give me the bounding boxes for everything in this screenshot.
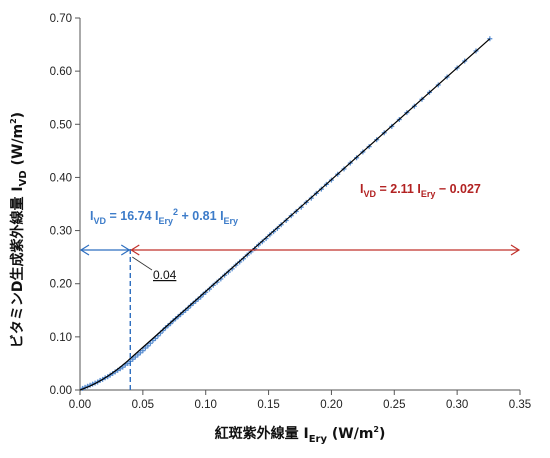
data-point — [147, 340, 153, 346]
axis-title-fragment: 紅斑紫外線量 I — [215, 425, 309, 442]
y-tick-label: 0.60 — [50, 66, 72, 78]
x-tick-label: 0.10 — [195, 399, 217, 411]
equation-fragment: Ery — [158, 216, 173, 226]
axis-title-fragment: ) — [10, 112, 26, 118]
threshold-leader-line — [132, 256, 153, 271]
y-tick-label: 0.40 — [50, 172, 72, 184]
axis-title-fragment: 2 — [9, 118, 18, 124]
fit-line — [79, 38, 491, 391]
axis-title-fragment: (W/m — [327, 426, 373, 442]
axis-title-fragment: (W/m — [10, 124, 26, 170]
right-fit-equation: IVD = 2.11 IEry − 0.027 — [360, 182, 481, 199]
y-tick-label: 0.70 — [50, 13, 72, 25]
x-tick-label: 0.05 — [132, 399, 154, 411]
axis-title-fragment: 2 — [373, 425, 379, 434]
x-tick-label: 0.15 — [257, 399, 279, 411]
x-tick-label: 0.20 — [320, 399, 342, 411]
y-tick-label: 0.30 — [50, 226, 72, 238]
data-point — [130, 356, 136, 362]
equation-fragment: Ery — [224, 216, 239, 226]
data-point — [142, 345, 148, 351]
axes — [79, 18, 520, 391]
data-point — [140, 348, 146, 354]
data-point — [125, 360, 131, 366]
y-axis-ticks: 0.00 0.10 0.20 0.30 0.40 0.50 0.60 0.70 — [50, 13, 80, 397]
x-tick-label: 0.00 — [69, 399, 91, 411]
y-tick-label: 0.20 — [50, 279, 72, 291]
x-axis-ticks: 0.00 0.05 0.10 0.15 0.20 0.25 0.30 0.35 — [69, 390, 531, 411]
y-tick-label: 0.10 — [50, 332, 72, 344]
y-tick-label: 0.00 — [50, 385, 72, 397]
data-point — [135, 352, 141, 358]
y-axis-title: ビタミンD生成紫外線量 IVD (W/m2) — [9, 112, 29, 348]
x-tick-label: 0.25 — [383, 399, 405, 411]
data-point — [137, 350, 143, 356]
data-point — [145, 343, 151, 349]
left-range-arrow — [79, 244, 131, 256]
equation-fragment: = 2.11 I — [376, 182, 421, 196]
axis-title-fragment: VD — [18, 170, 29, 186]
equation-fragment: Ery — [421, 189, 436, 199]
x-axis-title: 紅斑紫外線量 IEry (W/m2) — [215, 425, 386, 445]
equation-fragment: − 0.027 — [435, 182, 481, 196]
axis-title-fragment: Ery — [309, 434, 328, 445]
equation-fragment: + 0.81 I — [178, 209, 224, 223]
equation-fragment: I — [90, 209, 93, 223]
y-tick-label: 0.50 — [50, 119, 72, 131]
axis-title-fragment: ビタミンD生成紫外線量 I — [9, 186, 26, 348]
threshold-label: 0.04 — [153, 268, 177, 282]
equation-fragment: VD — [363, 189, 376, 199]
equation-fragment: = 16.74 I — [106, 209, 158, 223]
x-tick-label: 0.30 — [446, 399, 468, 411]
axis-title-fragment: ) — [379, 426, 385, 442]
equation-fragment: 2 — [173, 207, 178, 217]
left-fit-equation: IVD = 16.74 IEry2 + 0.81 IEry — [90, 207, 238, 226]
x-tick-label: 0.35 — [509, 399, 531, 411]
data-point — [132, 354, 138, 360]
equation-fragment: I — [360, 182, 363, 196]
data-point — [487, 36, 493, 42]
equation-fragment: VD — [93, 216, 106, 226]
right-range-arrow — [130, 244, 521, 256]
